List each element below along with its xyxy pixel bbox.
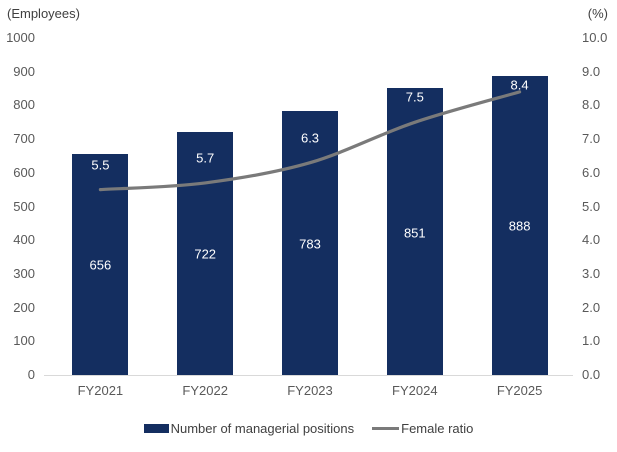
legend: Number of managerial positions Female rat… bbox=[0, 421, 617, 436]
x-axis-tick-label: FY2022 bbox=[182, 383, 228, 398]
bar-value-label: 722 bbox=[194, 246, 217, 262]
legend-bar-swatch bbox=[143, 424, 169, 433]
left-axis-tick-label: 600 bbox=[13, 164, 35, 180]
x-axis-tick-label: FY2025 bbox=[496, 383, 543, 398]
legend-label: Number of managerial positions bbox=[170, 421, 355, 436]
line-value-label: 8.4 bbox=[510, 77, 529, 93]
right-axis-tick-label: 2.0 bbox=[582, 299, 601, 315]
left-axis-tick-label: 700 bbox=[13, 131, 35, 147]
x-axis-tick-label: FY2021 bbox=[77, 383, 124, 398]
x-axis-tick-label: FY2023 bbox=[287, 383, 333, 398]
left-axis-tick-label: 900 bbox=[13, 63, 35, 79]
legend-item-bar: Number of managerial positions bbox=[143, 421, 355, 436]
line-value-label: 7.5 bbox=[405, 89, 424, 105]
right-axis-unit-label: (%) bbox=[587, 6, 608, 21]
legend-line-swatch bbox=[372, 427, 400, 430]
right-axis-tick-label: 7.0 bbox=[582, 131, 601, 147]
line-value-label: 5.5 bbox=[91, 157, 110, 173]
right-axis-tick-label: 3.0 bbox=[582, 265, 601, 281]
left-axis-tick-label: 800 bbox=[13, 97, 35, 113]
x-axis-tick-label: FY2024 bbox=[392, 383, 438, 398]
right-axis-tick-label: 9.0 bbox=[582, 63, 601, 79]
left-axis-tick-label: 500 bbox=[13, 198, 35, 214]
bar-value-label: 783 bbox=[299, 236, 321, 252]
right-axis-tick-label: 1.0 bbox=[582, 333, 601, 349]
left-axis-tick-label: 100 bbox=[13, 333, 35, 349]
left-axis-unit-label: (Employees) bbox=[7, 6, 80, 21]
right-axis-tick-label: 6.0 bbox=[582, 164, 601, 180]
left-axis-tick-label: 0 bbox=[27, 367, 35, 382]
left-axis-tick-label: 1000 bbox=[6, 30, 35, 45]
right-axis-tick-label: 10.0 bbox=[582, 30, 608, 45]
right-axis-tick-label: 5.0 bbox=[582, 198, 601, 214]
legend-item-line: Female ratio bbox=[372, 421, 473, 436]
right-axis-tick-label: 8.0 bbox=[582, 97, 601, 113]
legend-label: Female ratio bbox=[401, 421, 474, 436]
right-axis-tick-label: 0.0 bbox=[582, 367, 601, 382]
left-axis-tick-label: 300 bbox=[13, 265, 35, 281]
right-axis-tick-label: 4.0 bbox=[582, 232, 601, 248]
line-value-label: 6.3 bbox=[300, 130, 320, 146]
bar-value-label: 656 bbox=[89, 257, 112, 273]
left-axis-tick-label: 400 bbox=[13, 232, 35, 248]
line-value-label: 5.7 bbox=[196, 150, 215, 166]
x-axis-line bbox=[44, 375, 573, 376]
bar-value-label: 851 bbox=[403, 225, 426, 241]
bar-value-label: 888 bbox=[508, 218, 531, 234]
left-axis-tick-label: 200 bbox=[13, 299, 35, 315]
